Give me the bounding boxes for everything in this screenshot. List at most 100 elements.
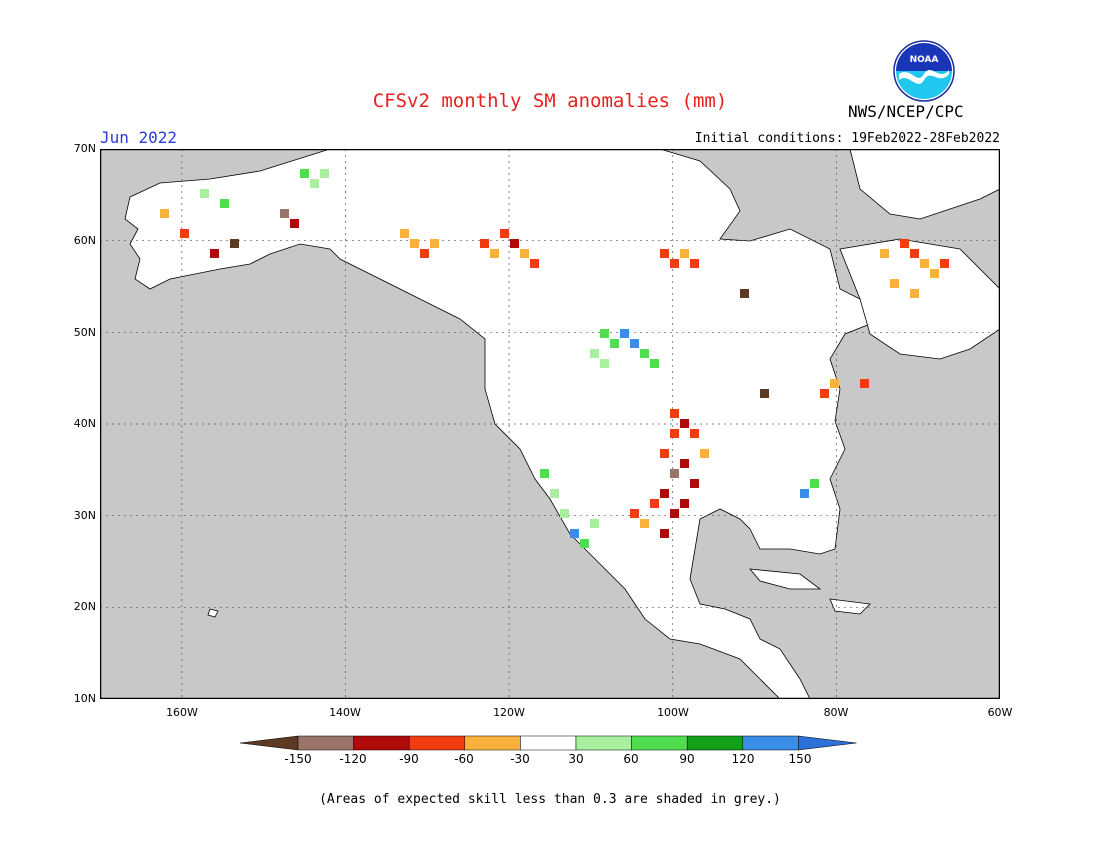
anomaly-cell bbox=[300, 169, 309, 178]
lat-label-70n: 70N bbox=[73, 142, 96, 155]
anomaly-cell bbox=[670, 409, 679, 418]
legend-label-m60: -60 bbox=[454, 752, 474, 766]
anomaly-cell bbox=[670, 469, 679, 478]
anomaly-cell bbox=[890, 279, 899, 288]
anomaly-cell bbox=[430, 239, 439, 248]
anomaly-cell bbox=[600, 329, 609, 338]
anomaly-cell bbox=[410, 239, 419, 248]
anomaly-cell bbox=[760, 389, 769, 398]
anomaly-cell bbox=[560, 509, 569, 518]
legend-swatch bbox=[631, 735, 688, 751]
legend-swatch bbox=[464, 735, 521, 751]
anomaly-cell bbox=[800, 489, 809, 498]
soil-moisture-map bbox=[100, 149, 1000, 699]
labrador-land bbox=[839, 238, 1000, 360]
anomaly-cell bbox=[610, 339, 619, 348]
anomaly-cell bbox=[550, 489, 559, 498]
lat-label-10n: 10N bbox=[73, 692, 96, 705]
anomaly-cell bbox=[640, 519, 649, 528]
legend-label-m90: -90 bbox=[399, 752, 419, 766]
anomaly-cell bbox=[650, 359, 659, 368]
legend-label-120: 120 bbox=[731, 752, 755, 766]
anomaly-cell bbox=[670, 509, 679, 518]
noaa-logo: NOAA bbox=[893, 40, 955, 102]
lat-label-20n: 20N bbox=[73, 600, 96, 613]
legend-label-30: 30 bbox=[568, 752, 584, 766]
legend-swatch bbox=[353, 735, 410, 751]
anomaly-cell bbox=[210, 249, 219, 258]
anomaly-cell bbox=[690, 429, 699, 438]
anomaly-cell bbox=[700, 449, 709, 458]
anomaly-cell bbox=[540, 469, 549, 478]
lon-label-120w: 120W bbox=[493, 706, 525, 719]
anomaly-cell bbox=[660, 489, 669, 498]
anomaly-cell bbox=[740, 289, 749, 298]
lon-label-140w: 140W bbox=[329, 706, 361, 719]
anomaly-cell bbox=[590, 519, 599, 528]
anomaly-cell bbox=[490, 249, 499, 258]
cuba-land bbox=[749, 568, 822, 590]
agency-label: NWS/NCEP/CPC bbox=[848, 102, 964, 121]
forecast-month: Jun 2022 bbox=[100, 128, 178, 147]
anomaly-cell bbox=[310, 179, 319, 188]
greenland-land bbox=[849, 149, 1000, 220]
anomaly-cell bbox=[930, 269, 939, 278]
legend-label-60: 60 bbox=[623, 752, 639, 766]
anomaly-cell bbox=[320, 169, 329, 178]
hawaii-land bbox=[207, 608, 219, 618]
anomaly-cell bbox=[180, 229, 189, 238]
legend-swatch bbox=[297, 735, 354, 751]
anomaly-cell bbox=[520, 249, 529, 258]
anomaly-cell bbox=[680, 499, 689, 508]
anomaly-cell bbox=[910, 249, 919, 258]
legend-label-m120: -120 bbox=[339, 752, 367, 766]
lat-label-50n: 50N bbox=[73, 326, 96, 339]
legend-swatch bbox=[742, 735, 799, 751]
anomaly-cell bbox=[660, 529, 669, 538]
lat-label-60n: 60N bbox=[73, 234, 96, 247]
color-legend bbox=[240, 735, 857, 751]
anomaly-cell bbox=[830, 379, 839, 388]
map-title: CFSv2 monthly SM anomalies (mm) bbox=[372, 90, 728, 112]
anomaly-cell bbox=[530, 259, 539, 268]
anomaly-cell bbox=[940, 259, 949, 268]
lat-label-40n: 40N bbox=[73, 417, 96, 430]
legend-swatch bbox=[520, 735, 577, 751]
lat-label-30n: 30N bbox=[73, 509, 96, 522]
anomaly-cell bbox=[660, 449, 669, 458]
anomaly-cell bbox=[640, 349, 649, 358]
anomaly-cell bbox=[280, 209, 289, 218]
anomaly-cell bbox=[580, 539, 589, 548]
legend-bar bbox=[240, 735, 857, 751]
legend-arrow-low bbox=[240, 735, 299, 751]
anomaly-cell bbox=[630, 339, 639, 348]
anomaly-cell bbox=[660, 249, 669, 258]
anomaly-cell bbox=[420, 249, 429, 258]
noaa-logo-text: NOAA bbox=[910, 55, 939, 65]
anomaly-cell bbox=[690, 479, 699, 488]
lon-label-60w: 60W bbox=[987, 706, 1013, 719]
anomaly-cell bbox=[650, 499, 659, 508]
grid-lines bbox=[100, 149, 1000, 699]
anomaly-pixels bbox=[160, 169, 949, 548]
anomaly-cell bbox=[500, 229, 509, 238]
anomaly-cell bbox=[670, 259, 679, 268]
anomaly-cell bbox=[510, 239, 519, 248]
anomaly-cell bbox=[680, 459, 689, 468]
anomaly-cell bbox=[290, 219, 299, 228]
anomaly-cell bbox=[860, 379, 869, 388]
anomaly-cell bbox=[570, 529, 579, 538]
anomaly-cell bbox=[590, 349, 599, 358]
anomaly-cell bbox=[680, 249, 689, 258]
anomaly-cell bbox=[910, 289, 919, 298]
legend-arrow-high bbox=[798, 735, 857, 751]
legend-label-90: 90 bbox=[679, 752, 695, 766]
map-frame bbox=[100, 149, 1000, 699]
anomaly-cell bbox=[920, 259, 929, 268]
anomaly-cell bbox=[820, 389, 829, 398]
anomaly-cell bbox=[630, 509, 639, 518]
legend-label-m150: -150 bbox=[284, 752, 312, 766]
legend-label-150: 150 bbox=[788, 752, 812, 766]
initial-conditions: Initial conditions: 19Feb2022-28Feb2022 bbox=[694, 131, 1000, 146]
anomaly-cell bbox=[480, 239, 489, 248]
